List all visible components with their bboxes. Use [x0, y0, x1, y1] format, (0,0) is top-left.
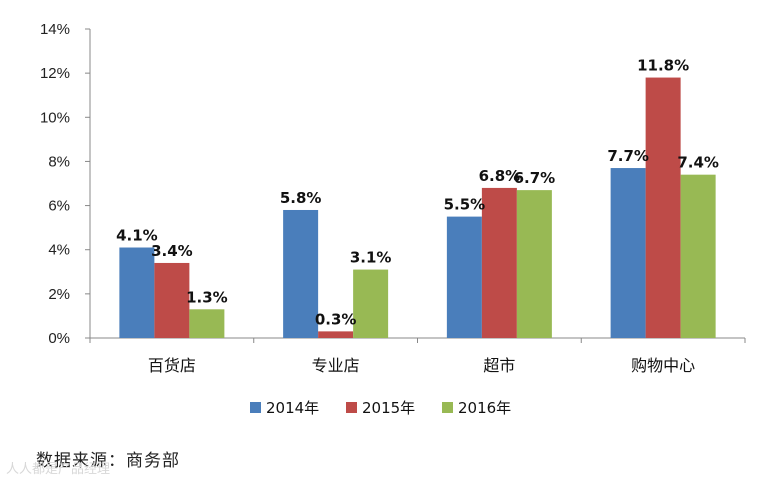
y-tick-label: 2%: [48, 286, 70, 303]
data-label: 3.4%: [151, 242, 193, 260]
y-tick-label: 0%: [48, 330, 70, 347]
bar-2016年-购物中心: [680, 174, 716, 338]
chart-bars: [119, 77, 716, 339]
bar-2015年-百货店: [154, 262, 190, 338]
x-axis-category-labels: 百货店 专业店 超市 购物中心: [148, 356, 695, 375]
data-label: 6.8%: [479, 167, 521, 185]
y-tick-label: 10%: [40, 109, 70, 126]
data-source-note: 数据来源：商务部: [36, 451, 180, 471]
bar-2014年-购物中心: [610, 168, 646, 338]
data-label: 0.3%: [315, 310, 357, 328]
bar-2015年-超市: [481, 187, 517, 338]
data-label: 4.1%: [116, 227, 158, 245]
bar-2015年-购物中心: [645, 77, 681, 339]
chart-data-labels: 4.1%3.4% 1.3% 5.8% 0.3% 3.1% 5.5% 6.8%6.7% 7.7%…: [116, 57, 719, 329]
legend-label: 2015年: [362, 399, 415, 417]
bar-2016年-超市: [516, 190, 552, 338]
data-label: 7.4%: [677, 154, 719, 172]
category-label: 百货店: [148, 356, 196, 375]
y-axis-ticks: 0% 2% 4% 6% 8% 10% 12% 14%: [40, 21, 90, 347]
bar-2016年-百货店: [189, 309, 225, 338]
data-label: 3.1%: [350, 249, 392, 267]
data-label: 1.3%: [186, 288, 228, 306]
bar-2014年-超市: [446, 216, 482, 338]
category-label: 专业店: [312, 356, 360, 375]
y-tick-label: 4%: [48, 242, 70, 259]
legend-swatch: [346, 402, 357, 413]
y-tick-label: 6%: [48, 198, 70, 215]
y-tick-label: 12%: [40, 65, 70, 82]
y-tick-label: 14%: [40, 21, 70, 38]
legend-swatch: [250, 402, 261, 413]
data-label: 5.8%: [280, 189, 322, 207]
watermark-text: 人人都是产品经理: [6, 462, 111, 477]
y-tick-label: 8%: [48, 153, 70, 170]
data-label: 11.8%: [637, 57, 689, 75]
bar-2014年-专业店: [283, 209, 319, 338]
legend-swatch: [442, 402, 453, 413]
category-label: 购物中心: [631, 356, 695, 375]
data-label: 5.5%: [444, 196, 486, 214]
category-label: 超市: [483, 356, 515, 375]
bar-2015年-专业店: [318, 331, 354, 338]
bar-2014年-百货店: [119, 247, 155, 338]
data-label: 7.7%: [607, 147, 649, 165]
legend-label: 2014年: [266, 399, 319, 417]
data-label: 6.7%: [514, 169, 556, 187]
legend-label: 2016年: [458, 399, 511, 417]
chart-legend: 2014年 2015年 2016年: [250, 399, 511, 417]
bar-2016年-专业店: [353, 269, 389, 338]
